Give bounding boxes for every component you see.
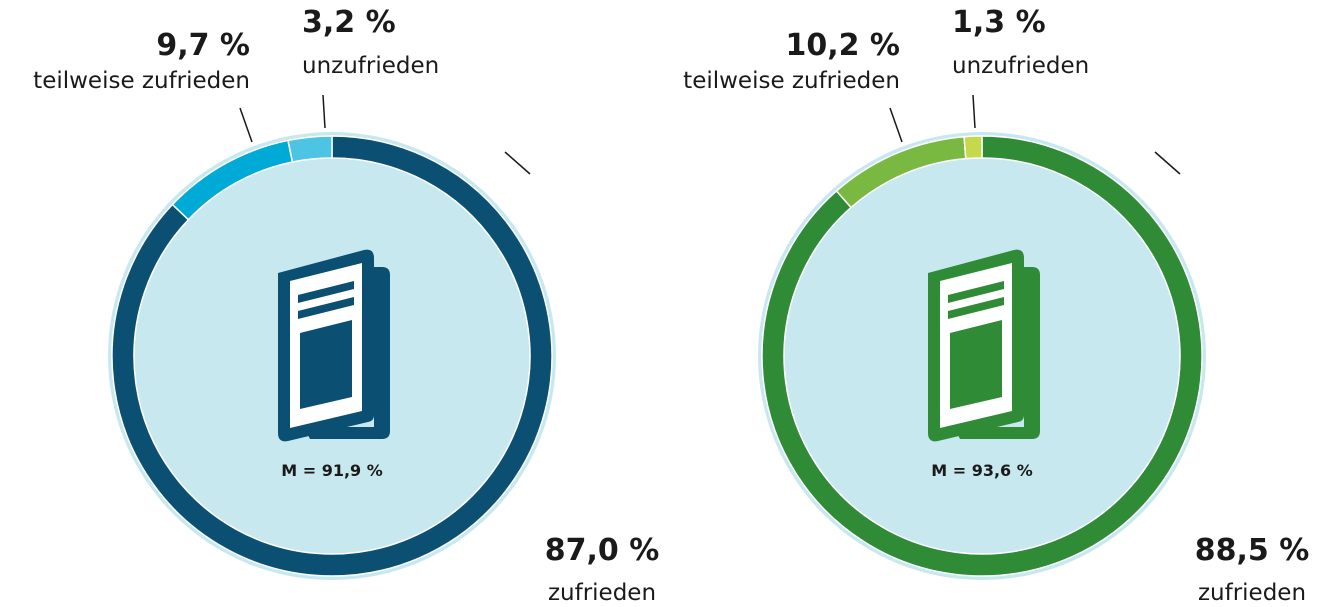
leader-line <box>322 94 326 129</box>
category-label: teilweise zufrieden <box>33 68 250 94</box>
value-label: 88,5 % <box>1195 533 1310 568</box>
mean-annotation: M = 93,6 % <box>931 461 1033 480</box>
book-icon <box>278 249 390 442</box>
category-label: teilweise zufrieden <box>683 68 900 94</box>
value-label: 9,7 % <box>156 28 250 63</box>
donut-segment <box>111 135 553 577</box>
category-label: zufrieden <box>548 580 656 606</box>
leader-line <box>239 107 253 143</box>
leader-line <box>972 94 976 129</box>
category-label: zufrieden <box>1198 580 1306 606</box>
book-part <box>300 320 352 409</box>
donut-segment <box>287 135 333 163</box>
value-label: 3,2 % <box>302 5 396 40</box>
leader-line <box>1154 151 1181 175</box>
book-part <box>950 320 1002 409</box>
value-label: 10,2 % <box>785 28 900 63</box>
leader-line <box>504 151 531 175</box>
donut-segment <box>761 135 1203 577</box>
value-label: 87,0 % <box>545 533 660 568</box>
book-part <box>948 297 1004 319</box>
donut-segment <box>963 135 983 160</box>
book-icon <box>928 249 1040 442</box>
book-part <box>298 297 354 319</box>
book-part <box>298 281 354 303</box>
book-part <box>304 267 390 439</box>
book-part <box>948 281 1004 303</box>
category-label: unzufrieden <box>302 53 439 79</box>
mean-annotation: M = 91,9 % <box>281 461 383 480</box>
book-part <box>954 267 1040 439</box>
value-label: 1,3 % <box>952 5 1046 40</box>
category-label: unzufrieden <box>952 53 1089 79</box>
leader-line <box>889 107 903 143</box>
